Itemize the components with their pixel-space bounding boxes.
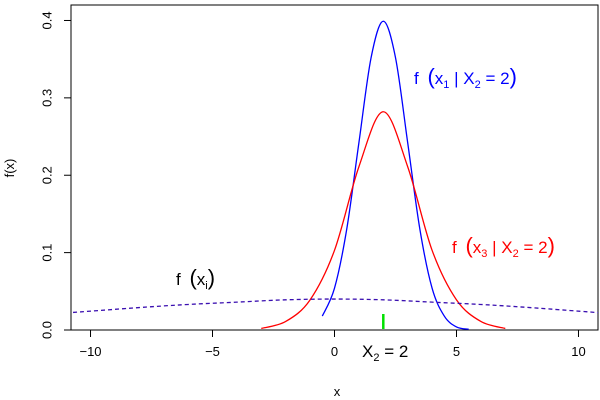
x-marker-label-end: = 2 [379,342,408,361]
y-axis: 0.0 0.1 0.2 0.3 0.4 [39,11,71,339]
x-tick-label: −10 [79,344,101,359]
x-tick-label: 0 [331,344,338,359]
red-label-end: = 2 [519,238,548,257]
x-tick-label: 10 [571,344,585,359]
svg-text:X2 = 2: X2 = 2 [362,342,408,364]
x-marker-label-sub: 2 [373,352,379,364]
marginal-series-annotation: f (xi) [176,265,215,292]
x-tick-label: −5 [205,344,220,359]
blue-label-mid: | X [449,69,474,88]
svg-text:f (x1 | X2 = 2): f (x1 | X2 = 2) [414,64,517,91]
y-tick-label: 0.2 [39,166,54,184]
marginal-label-sub: i [205,280,207,292]
series-conditional-x3 [261,111,506,330]
red-label-f: f [452,238,457,257]
plot-frame [70,4,599,331]
series-conditional-x1 [321,20,469,330]
x-axis-title: x [334,384,341,399]
y-tick-label: 0.4 [39,11,54,29]
blue-series-annotation: f (x1 | X2 = 2) [414,64,517,91]
svg-text:f (xi): f (xi) [176,265,215,292]
y-tick-label: 0.0 [39,321,54,339]
series-marginal-xi [71,298,598,314]
blue-label-sub2: 2 [475,79,481,91]
x-axis: −10 −5 0 5 10 [79,330,586,359]
blue-label-f: f [414,69,419,88]
x-marker-annotation: X2 = 2 [362,342,408,364]
blue-label-end: = 2 [481,69,510,88]
marginal-label-f: f [176,270,181,289]
red-label-sub2: 2 [513,248,519,260]
red-label-sub1: 3 [481,248,487,260]
x-tick-label: 5 [453,344,460,359]
y-axis-title: f(x) [2,159,17,178]
y-tick-label: 0.3 [39,89,54,107]
series-layer [71,20,598,330]
y-tick-label: 0.1 [39,244,54,262]
svg-text:f (x3 | X2 = 2): f (x3 | X2 = 2) [452,233,555,260]
red-label-mid: | X [487,238,512,257]
blue-label-sub1: 1 [443,79,449,91]
x-marker-label-main: X [362,342,373,361]
red-series-annotation: f (x3 | X2 = 2) [452,233,555,260]
